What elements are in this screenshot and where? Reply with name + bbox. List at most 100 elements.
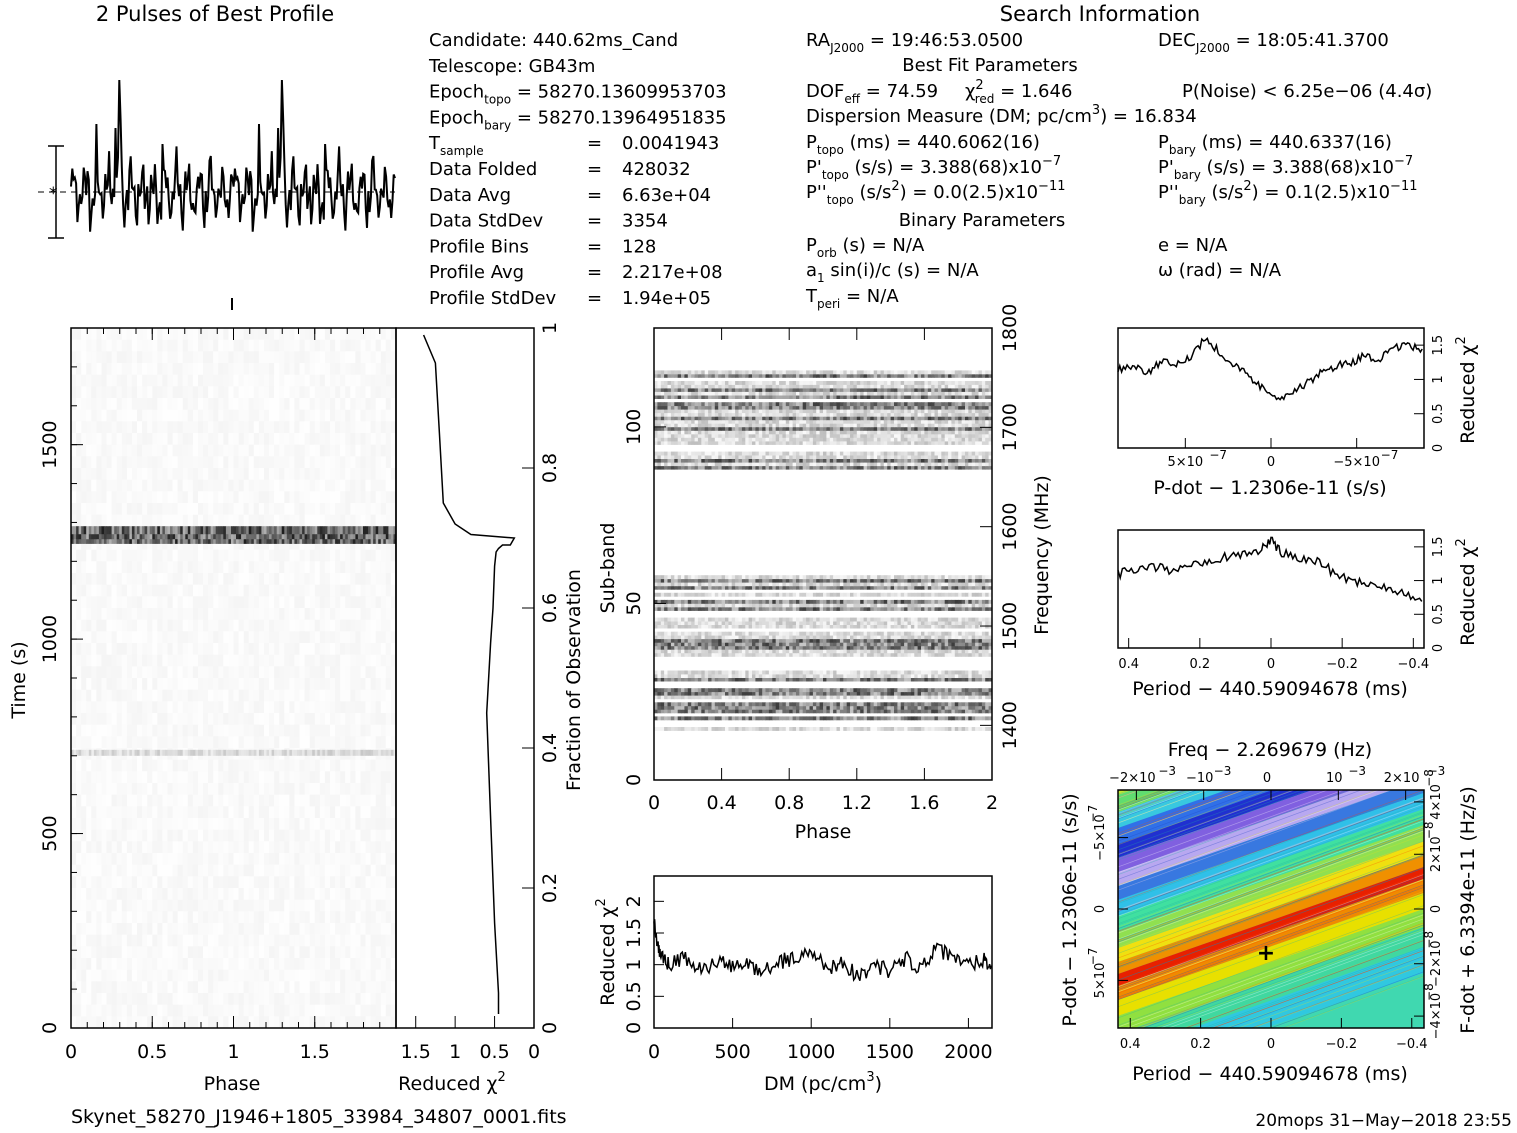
time-phase-cell xyxy=(81,981,87,994)
time-phase-cell xyxy=(213,654,219,667)
time-phase-cell xyxy=(264,433,270,446)
time-phase-cell xyxy=(355,981,361,994)
time-phase-cell xyxy=(304,421,311,434)
time-phase-cell xyxy=(147,841,153,854)
subband-cell xyxy=(684,705,689,710)
time-phase-cell xyxy=(269,421,275,434)
time-phase-cell xyxy=(264,911,270,924)
time-phase-cell xyxy=(279,386,285,399)
time-phase-cell xyxy=(152,409,158,422)
time-phase-cell xyxy=(111,783,118,796)
time-phase-cell xyxy=(279,946,285,959)
time-phase-cell xyxy=(390,386,397,399)
time-phase-cell xyxy=(167,736,174,749)
time-phase-cell xyxy=(71,969,77,982)
time-phase-cell xyxy=(309,689,316,702)
time-phase-cell xyxy=(330,923,336,936)
time-phase-cell xyxy=(177,771,184,784)
time-phase-cell xyxy=(203,771,209,784)
time-phase-cell xyxy=(71,619,77,632)
time-phase-cell xyxy=(340,421,346,434)
time-phase-cell xyxy=(177,328,184,341)
time-phase-cell xyxy=(330,351,336,364)
time-phase-cell xyxy=(314,876,321,889)
time-phase-cell xyxy=(274,818,280,831)
time-phase-band-cell xyxy=(157,531,161,540)
time-phase-cell xyxy=(335,701,341,714)
subband-cell xyxy=(870,702,875,707)
time-phase-cell xyxy=(340,853,346,866)
subband-cell xyxy=(816,705,820,710)
subband-cell xyxy=(772,705,777,710)
time-phase-cell xyxy=(294,549,300,562)
time-phase-cell xyxy=(258,491,265,504)
time-phase-cell xyxy=(137,619,143,632)
time-phase-cell xyxy=(238,759,245,772)
time-phase-cell xyxy=(167,433,174,446)
time-phase-cell xyxy=(142,491,148,504)
time-phase-cell xyxy=(253,654,260,667)
time-phase-cell xyxy=(213,853,219,866)
subband-cell xyxy=(799,727,804,731)
subband-cell xyxy=(725,702,729,707)
time-phase-cell xyxy=(269,969,275,982)
time-phase-cell xyxy=(264,958,270,971)
time-phase-band-cell xyxy=(109,749,112,756)
time-phase-cell xyxy=(340,351,346,364)
time-phase-cell xyxy=(294,841,300,854)
time-phase-band-cell xyxy=(238,749,242,756)
time-phase-cell xyxy=(335,934,341,947)
time-phase-cell xyxy=(126,328,133,341)
time-phase-cell xyxy=(81,736,87,749)
time-phase-cell xyxy=(116,386,123,399)
time-phase-cell xyxy=(304,468,311,481)
time-phase-cell xyxy=(121,433,128,446)
time-phase-cell xyxy=(126,514,133,527)
time-phase-cell xyxy=(274,934,280,947)
time-phase-cell xyxy=(253,981,260,994)
time-phase-cell xyxy=(71,946,77,959)
time-phase-cell xyxy=(330,631,336,644)
pdbary-line: P'bary (s/s) = 3.388(68)x10−7 xyxy=(1158,154,1413,182)
time-phase-band-cell xyxy=(172,535,176,544)
time-phase-band-cell xyxy=(172,531,176,540)
time-phase-cell xyxy=(91,713,97,726)
time-phase-band-cell xyxy=(111,535,115,544)
time-phase-cell xyxy=(233,841,240,854)
time-phase-cell xyxy=(375,573,382,586)
time-phase-cell xyxy=(198,514,204,527)
time-phase-cell xyxy=(390,328,397,341)
time-phase-cell xyxy=(284,386,290,399)
subband-phase-panel: 0 0.4 0.8 1.2 1.6 205010014001500160017001800… xyxy=(597,304,1053,843)
time-phase-cell xyxy=(269,841,275,854)
subband-cell xyxy=(741,705,746,710)
time-phase-cell xyxy=(106,981,113,994)
time-phase-cell xyxy=(355,584,361,597)
subband-cell xyxy=(914,727,919,731)
time-phase-cell xyxy=(258,421,265,434)
time-phase-cell xyxy=(162,538,168,551)
time-phase-cell xyxy=(335,398,341,411)
time-phase-band-cell xyxy=(271,749,275,756)
time-phase-band-cell xyxy=(106,535,110,544)
time-phase-cell xyxy=(370,934,377,947)
time-phase-cell xyxy=(137,444,143,457)
subband-cell xyxy=(921,702,925,707)
time-phase-cell xyxy=(116,888,123,901)
time-phase-cell xyxy=(172,934,179,947)
time-phase-cell xyxy=(177,409,184,422)
time-phase-cell xyxy=(121,923,128,936)
time-phase-cell xyxy=(360,1004,367,1017)
time-phase-cell xyxy=(177,654,184,667)
time-phase-cell xyxy=(142,1004,148,1017)
time-phase-cell xyxy=(304,689,311,702)
time-phase-cell xyxy=(274,549,280,562)
time-phase-cell xyxy=(91,899,97,912)
time-phase-cell xyxy=(319,1004,326,1017)
time-phase-band-cell xyxy=(109,526,112,535)
time-phase-cell xyxy=(162,339,168,352)
time-phase-cell xyxy=(218,899,224,912)
info-row-8: Profile Bins xyxy=(429,236,529,257)
time-phase-cell xyxy=(385,713,392,726)
time-phase-cell xyxy=(355,596,361,609)
